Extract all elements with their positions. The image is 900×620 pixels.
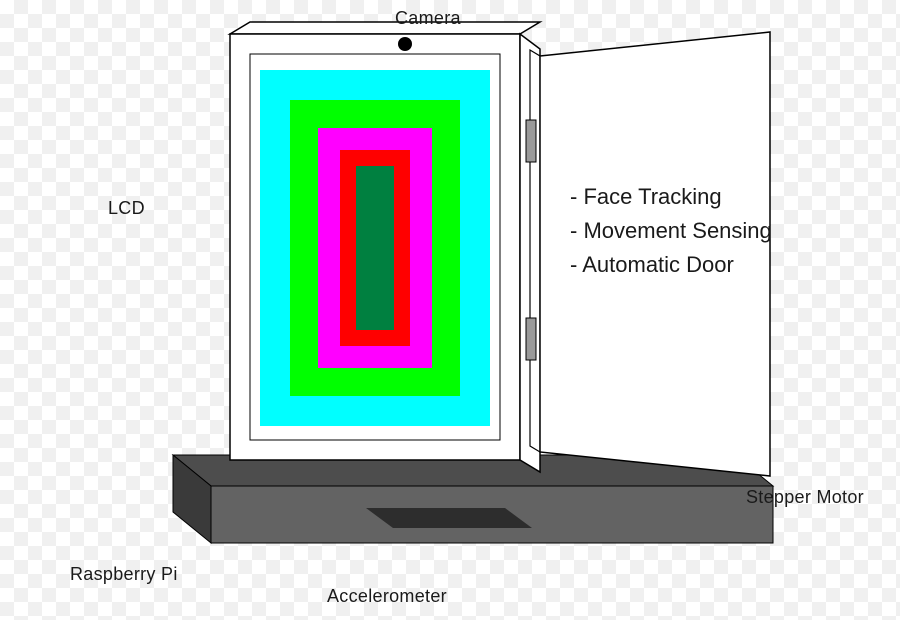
feature-list: - Face Tracking - Movement Sensing - Aut… [570, 180, 772, 282]
diagram-canvas: Camera LCD Stepper Motor Raspberry Pi Ac… [0, 0, 900, 620]
feature-item: - Automatic Door [570, 248, 772, 282]
label-lcd: LCD [108, 198, 145, 219]
label-camera: Camera [395, 8, 461, 29]
label-accelerometer: Accelerometer [327, 586, 447, 607]
label-raspberry-pi: Raspberry Pi [70, 564, 178, 585]
diagram-svg [0, 0, 900, 620]
feature-item: - Movement Sensing [570, 214, 772, 248]
feature-item: - Face Tracking [570, 180, 772, 214]
label-stepper-motor: Stepper Motor [746, 487, 864, 508]
